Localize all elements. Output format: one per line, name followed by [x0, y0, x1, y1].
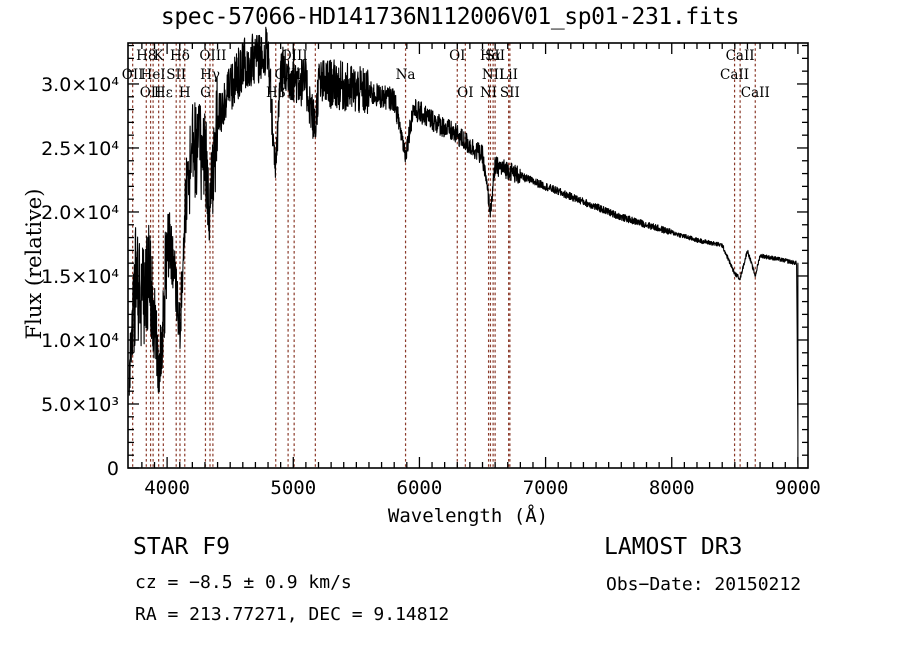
line-label-NII: NII: [482, 67, 504, 83]
y-tick-label: 0: [107, 458, 119, 480]
y-tick-label: 5.0×10³: [41, 394, 119, 416]
x-tick-label: 4000: [144, 477, 190, 499]
y-tick-label: 2.0×10⁴: [41, 202, 119, 224]
line-label-OII: OII: [140, 85, 162, 101]
line-label-HeI: HeI: [141, 67, 166, 83]
line-label-SII: SII: [166, 67, 186, 83]
x-axis-label: Wavelength (Å): [387, 505, 549, 527]
metadata-block: STAR F9 cz = −8.5 ± 0.9 km/s RA = 213.77…: [0, 530, 900, 649]
line-label-Na: Na: [396, 67, 416, 83]
line-label-CaII: CaII: [741, 85, 770, 101]
spectrum-line: [128, 26, 799, 465]
y-tick-label: 3.0×10⁴: [41, 74, 119, 96]
x-tick-label: 8000: [649, 477, 695, 499]
line-label-OIII: OIII: [281, 48, 308, 64]
line-label-SII: SII: [500, 85, 520, 101]
line-label-Hδ: Hδ: [170, 48, 190, 64]
x-tick-label: 7000: [523, 477, 569, 499]
line-label-NI: NI: [480, 85, 497, 101]
x-tick-label: 5000: [270, 477, 316, 499]
y-tick-label: 1.0×10⁴: [41, 330, 119, 352]
line-label-OIII: OIII: [199, 48, 226, 64]
page-title: spec-57066-HD141736N112006V01_sp01-231.f…: [160, 4, 740, 30]
line-label-H: H: [179, 85, 191, 101]
line-label-G: G: [200, 85, 211, 101]
plot-area: OII H8 OII HeI K Hε SII Hδ H G Hγ OIII Hβ OIII OIII Na O…: [22, 26, 821, 499]
line-label-SII: SII: [485, 48, 505, 64]
obs-date: Obs−Date: 20150212: [606, 574, 802, 595]
x-tick-label: 6000: [397, 477, 443, 499]
plot-frame: [127, 42, 809, 469]
line-label-OI: OI: [457, 85, 473, 101]
line-label-CaII: CaII: [720, 67, 749, 83]
line-label-K: K: [154, 48, 165, 64]
y-axis-label: Flux (relative): [22, 188, 46, 340]
line-label-CaII: CaII: [726, 48, 755, 64]
line-label-Hα: Hα: [480, 48, 501, 64]
radec-line: RA = 213.77271, DEC = 9.14812: [135, 604, 450, 625]
cz-line: cz = −8.5 ± 0.9 km/s: [135, 572, 352, 593]
line-label-Hγ: Hγ: [200, 67, 220, 83]
line-label-LiI: LiI: [499, 67, 518, 83]
line-label-Hε: Hε: [154, 85, 173, 101]
y-tick-label: 2.5×10⁴: [41, 138, 119, 160]
star-type-line: STAR F9: [133, 534, 230, 560]
survey-name: LAMOST DR3: [604, 534, 743, 560]
y-tick-label: 1.5×10⁴: [41, 266, 119, 288]
x-tick-label: 9000: [775, 477, 821, 499]
line-label-OI: OI: [449, 48, 465, 64]
line-label-H8: H8: [136, 48, 156, 64]
